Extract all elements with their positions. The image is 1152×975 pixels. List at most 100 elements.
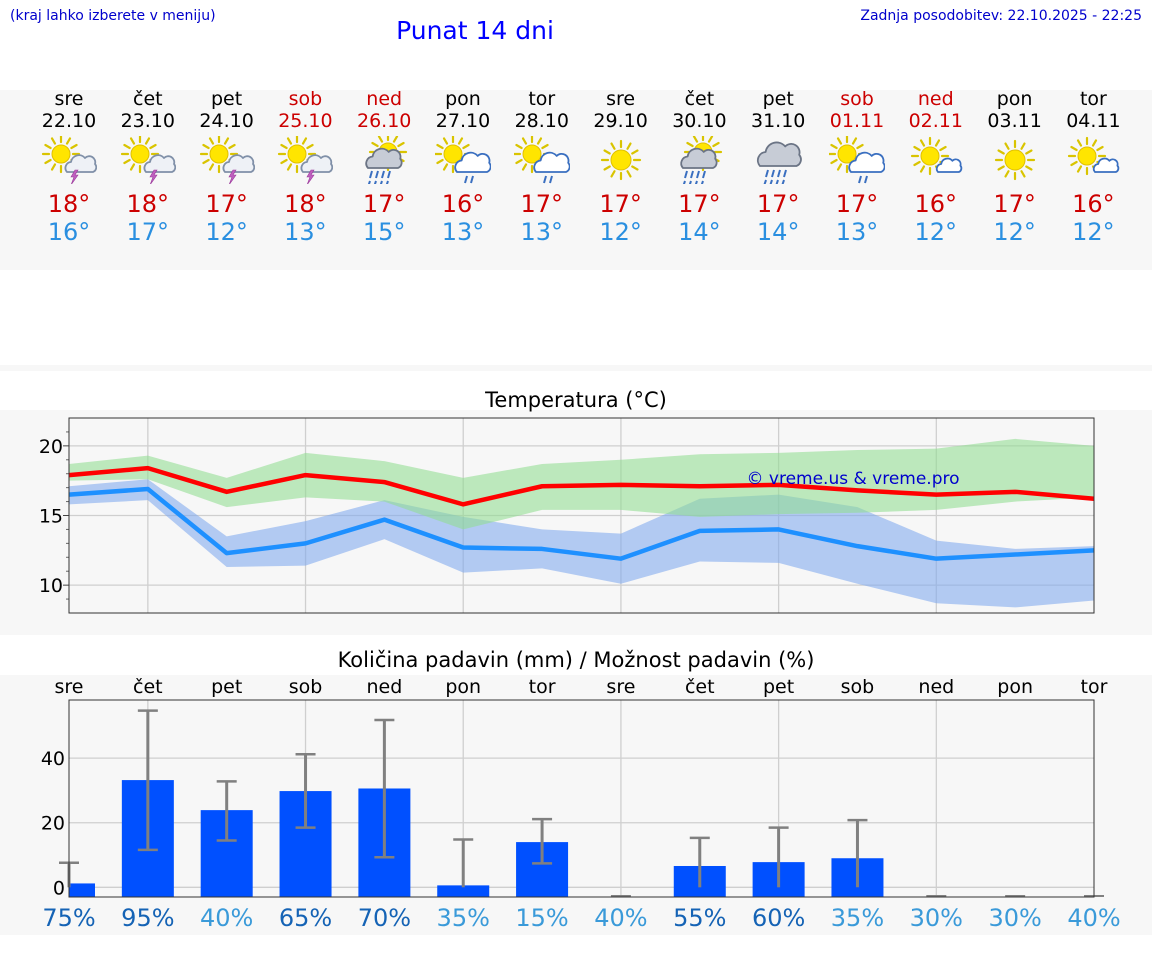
temperature-y-tick-label: 15 <box>39 506 63 528</box>
min-temperature: 13° <box>284 218 327 246</box>
icon-group <box>365 136 408 184</box>
precipitation-day-label: sre <box>606 676 635 698</box>
sun-ray <box>630 165 639 171</box>
last-updated: Zadnja posodobitev: 22.10.2025 - 22:25 <box>860 8 1142 24</box>
sun-ray <box>836 163 843 171</box>
day-name: pon <box>445 88 481 110</box>
sun-ray <box>625 170 632 178</box>
lightning-bolt <box>228 169 237 184</box>
day-date: 04.11 <box>1066 110 1121 132</box>
sun-ray <box>919 139 925 147</box>
forecast-day: tor 04.11 16° 12° <box>1053 88 1133 246</box>
precipitation-probability-label: 35% <box>437 904 490 932</box>
sun-ray <box>851 137 858 145</box>
sun-ray <box>397 141 405 148</box>
forecast-panel <box>0 90 1152 270</box>
sun-ray <box>919 165 925 173</box>
max-temperature: 18° <box>284 190 327 218</box>
icon-group <box>278 136 334 184</box>
day-date: 26.10 <box>356 110 412 132</box>
rain-drop <box>542 175 547 184</box>
forecast-day: tor 28.10 17° 13° <box>502 88 582 246</box>
watermark-text: © vreme.us & vreme.pro <box>746 469 959 489</box>
sun-ray <box>1003 170 1010 178</box>
forecast-day: sob 01.11 17° 13° <box>817 88 897 246</box>
day-name: pon <box>996 88 1033 110</box>
sun-disc <box>610 149 632 171</box>
day-name: čet <box>684 88 715 110</box>
icon-group <box>513 136 570 184</box>
sun-disc <box>522 144 542 164</box>
icon-group <box>199 136 255 184</box>
rain-drop <box>763 179 768 184</box>
sun-cloud-thunder-icon <box>120 136 176 184</box>
icon-group <box>994 139 1035 181</box>
precipitation-probability-label: 40% <box>200 904 253 932</box>
rain-drop <box>684 170 689 179</box>
max-temperature: 17° <box>599 190 642 218</box>
sun-ray <box>521 137 527 145</box>
precipitation-day-label: tor <box>1081 676 1108 698</box>
sun-ray <box>913 160 921 167</box>
sun-ray <box>934 139 940 147</box>
min-temperature: 13° <box>520 218 564 246</box>
precipitation-probability-label: 70% <box>358 904 411 932</box>
sun-ray <box>462 143 470 150</box>
max-temperature: 17° <box>756 190 800 218</box>
icon-group <box>757 141 803 184</box>
precipitation-day-label: sob <box>841 676 875 698</box>
sun-ray <box>1024 165 1033 171</box>
day-name: sob <box>840 88 874 110</box>
day-name: tor <box>1079 88 1107 110</box>
day-date: 03.11 <box>987 110 1042 132</box>
sun-cloud-rain-icon <box>513 136 570 184</box>
sun-ray <box>693 136 699 143</box>
temperature-plot-frame <box>68 417 1095 614</box>
rain-drop <box>696 170 701 179</box>
precipitation-day-label: tor <box>529 676 556 698</box>
sun-disc <box>287 144 307 164</box>
section-divider <box>0 365 1152 371</box>
precipitation-probability-label: 30% <box>910 904 963 932</box>
rain-drop <box>775 179 780 184</box>
sun-ray <box>997 165 1005 171</box>
lightning-bolt <box>306 169 315 184</box>
cloud-shape <box>64 154 97 173</box>
max-temperature: 17° <box>835 190 879 218</box>
precipitation-day-label: pet <box>211 676 242 698</box>
min-temperature: 12° <box>205 218 248 246</box>
sun-ray <box>1077 165 1083 173</box>
day-name: tor <box>528 88 556 110</box>
sun-ray <box>287 137 293 145</box>
sun-ray <box>1019 142 1026 150</box>
day-date: 25.10 <box>278 110 333 132</box>
rain-drop <box>375 170 380 179</box>
precipitation-probability-label: 40% <box>594 904 647 932</box>
rain-drop <box>765 169 770 178</box>
min-temperature-line <box>68 486 1095 561</box>
icon-group <box>41 136 97 184</box>
icon-group <box>120 136 176 184</box>
rain-drop <box>380 180 384 184</box>
sun-ray <box>50 137 57 145</box>
sun-ray <box>442 163 449 171</box>
day-date: 02.11 <box>908 110 963 132</box>
sun-ray <box>129 163 135 171</box>
sun-ray <box>521 163 527 171</box>
sun-ray <box>393 136 399 143</box>
min-temperature: 14° <box>678 218 721 246</box>
sun-ray <box>515 158 523 165</box>
sun-ray <box>201 158 210 165</box>
sun-ray <box>149 143 157 150</box>
sun-small-cloud-icon <box>910 136 963 176</box>
forecast-day: ned 26.10 17° 15° <box>344 88 424 246</box>
cloud-shape <box>365 147 403 169</box>
sun-ray <box>280 143 289 150</box>
sun-disc <box>209 144 229 164</box>
max-temperature: 17° <box>993 190 1036 218</box>
sun-cloud-heavy-rain-icon <box>365 136 408 184</box>
sun-ray <box>436 158 444 165</box>
day-date: 30.10 <box>672 110 727 132</box>
day-date: 27.10 <box>435 110 491 132</box>
